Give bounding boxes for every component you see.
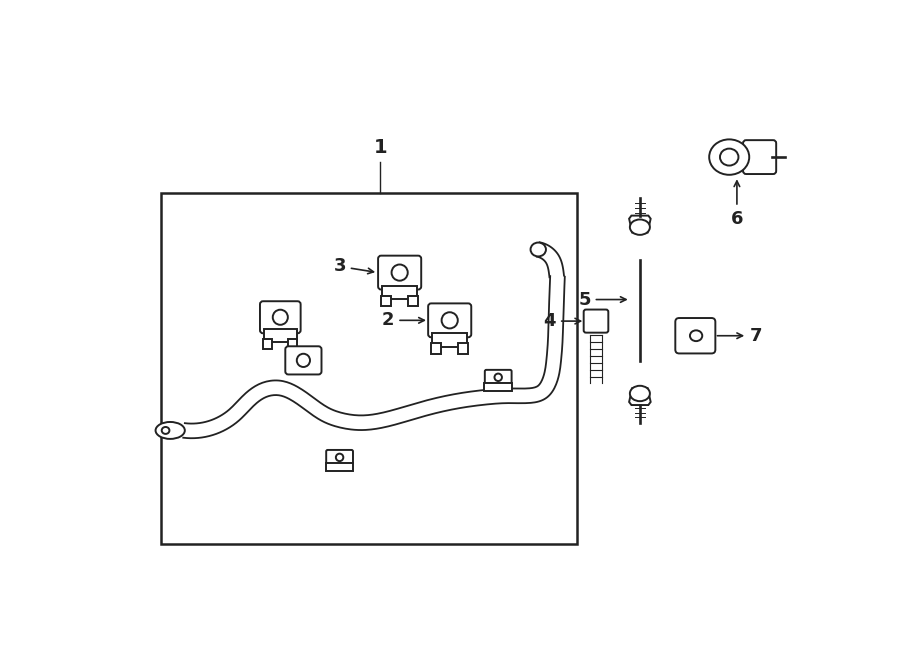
Text: 2: 2 [382, 311, 424, 329]
FancyBboxPatch shape [382, 286, 417, 299]
Polygon shape [536, 243, 564, 277]
FancyBboxPatch shape [409, 295, 418, 307]
Text: 3: 3 [333, 257, 374, 276]
Polygon shape [629, 388, 651, 405]
FancyBboxPatch shape [675, 318, 716, 354]
Ellipse shape [709, 139, 749, 175]
Polygon shape [629, 215, 651, 233]
Text: 5: 5 [578, 291, 626, 309]
FancyBboxPatch shape [288, 338, 297, 349]
Text: 7: 7 [717, 327, 762, 345]
FancyBboxPatch shape [428, 303, 472, 337]
Circle shape [273, 310, 288, 325]
FancyBboxPatch shape [743, 140, 776, 174]
Text: 6: 6 [731, 181, 743, 227]
FancyBboxPatch shape [326, 450, 353, 464]
Circle shape [336, 453, 343, 461]
FancyBboxPatch shape [285, 346, 321, 375]
FancyBboxPatch shape [431, 344, 441, 354]
FancyBboxPatch shape [326, 463, 354, 471]
Ellipse shape [720, 149, 738, 165]
Circle shape [442, 312, 458, 329]
FancyBboxPatch shape [485, 370, 511, 384]
FancyBboxPatch shape [458, 344, 468, 354]
Ellipse shape [630, 219, 650, 235]
FancyBboxPatch shape [432, 333, 467, 346]
Ellipse shape [630, 386, 650, 401]
FancyBboxPatch shape [264, 338, 273, 349]
FancyBboxPatch shape [382, 295, 392, 307]
Ellipse shape [690, 330, 702, 341]
Text: 1: 1 [374, 138, 387, 157]
Ellipse shape [162, 427, 169, 434]
FancyBboxPatch shape [264, 329, 297, 342]
FancyBboxPatch shape [260, 301, 301, 333]
Polygon shape [184, 276, 565, 438]
Circle shape [392, 264, 408, 281]
Circle shape [494, 373, 502, 381]
Ellipse shape [156, 422, 184, 439]
FancyBboxPatch shape [484, 383, 512, 391]
Text: 4: 4 [544, 312, 580, 330]
Ellipse shape [530, 243, 546, 256]
Bar [161, 193, 577, 543]
Circle shape [297, 354, 310, 367]
FancyBboxPatch shape [584, 309, 608, 332]
FancyBboxPatch shape [378, 256, 421, 290]
